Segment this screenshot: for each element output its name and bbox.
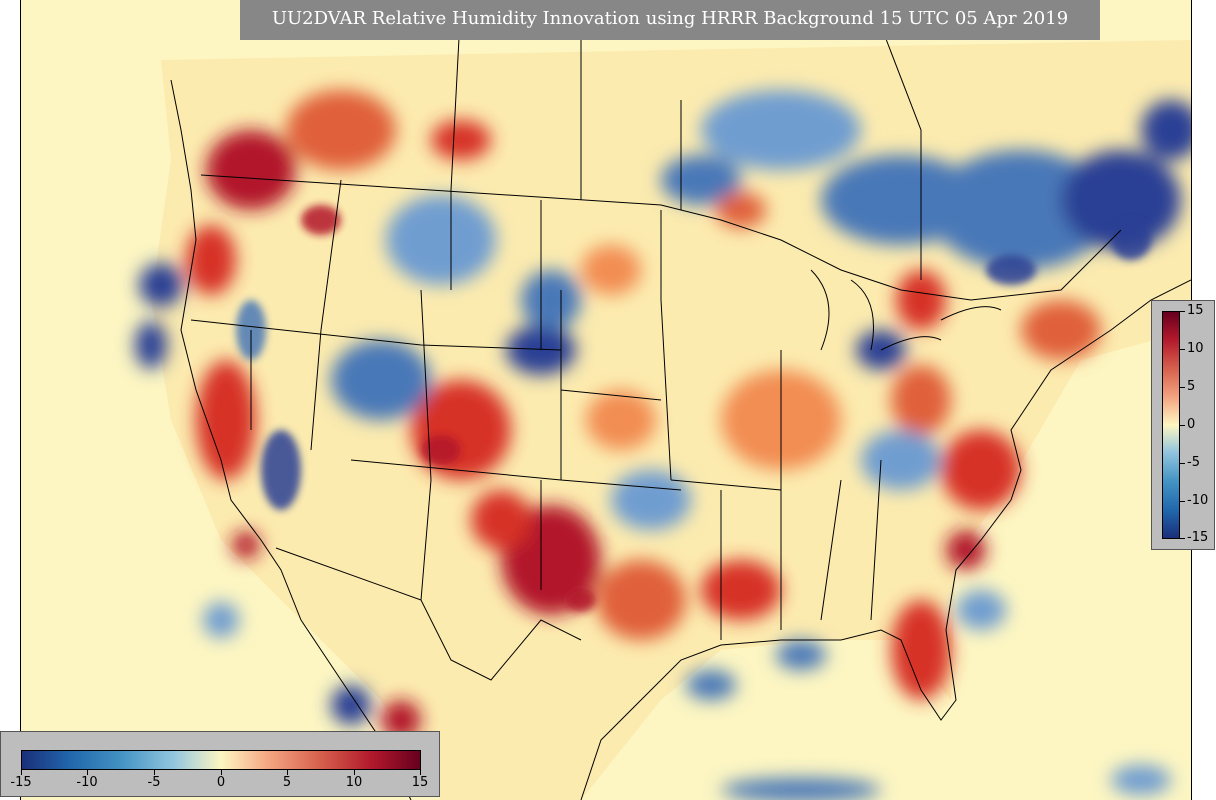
negative-patch: [521, 270, 581, 330]
colorbar-vertical-gradient: [1162, 311, 1180, 539]
negative-patch: [1061, 150, 1181, 250]
positive-patch: [891, 365, 951, 435]
map-title: UU2DVAR Relative Humidity Innovation usi…: [240, 0, 1100, 40]
negative-patch: [721, 778, 881, 800]
positive-patch: [716, 192, 766, 228]
canada-provinces: [450, 0, 922, 280]
negative-patch: [701, 90, 861, 170]
positive-patch: [196, 360, 256, 480]
positive-patch: [941, 430, 1021, 510]
positive-patch: [896, 270, 946, 330]
negative-patch: [776, 640, 826, 670]
east-coast: [1010, 279, 1191, 501]
negative-patch: [203, 602, 239, 638]
negative-patch: [1111, 765, 1171, 795]
colorbar-tick-label: -15: [1187, 530, 1209, 545]
colorbar-tick-label: 10: [1187, 341, 1204, 356]
colorbar-tick-label: 15: [1187, 303, 1204, 318]
innovation-detail: [236, 205, 1151, 612]
negative-patch: [1141, 100, 1191, 160]
positive-patch: [381, 700, 421, 740]
geographic-boundaries: [170, 0, 1191, 800]
negative-patch: [686, 670, 736, 700]
colorbar-tick-label: -10: [1187, 493, 1209, 508]
colorbar-tick-label: 5: [282, 775, 292, 790]
positive-patch: [206, 130, 296, 210]
negative-patch: [331, 685, 371, 725]
positive-patch: [471, 490, 531, 550]
negative-patch: [386, 195, 496, 285]
positive-patch: [286, 90, 396, 170]
us-mexico-border: [275, 547, 582, 681]
positive-patch: [946, 530, 986, 570]
positive-patch: [891, 600, 951, 700]
negative-patch: [931, 150, 1111, 270]
us-canada-border: [200, 174, 1122, 301]
positive-patch: [581, 245, 641, 295]
colorbar-tick-label: -5: [147, 775, 161, 790]
west-coast: [170, 79, 412, 800]
state-line: [190, 179, 882, 640]
colorbar-tick-label: 0: [1187, 417, 1196, 432]
negative-patch: [861, 430, 941, 490]
colorbar-tick-label: 15: [411, 775, 429, 790]
great-lakes: [810, 269, 1002, 351]
negative-patch: [331, 340, 431, 420]
map-panel: [20, 0, 1192, 800]
humidity-innovation-map: [21, 0, 1191, 800]
positive-patch: [232, 531, 260, 559]
positive-patch: [586, 390, 656, 450]
colorbar-horizontal: -15 -10 -5 0 5 10 15: [0, 731, 440, 797]
colorbar-tick-label: -5: [1187, 455, 1200, 470]
negative-patch: [135, 321, 167, 369]
colorbar-vertical: 15 10 5 0 -5 -10 -15: [1151, 300, 1215, 550]
positive-patch: [431, 120, 491, 160]
positive-patch: [186, 225, 236, 295]
negative-patch: [611, 470, 691, 530]
colorbar-horizontal-gradient: [21, 750, 421, 770]
colorbar-tick-label: 10: [345, 775, 363, 790]
colorbar-tick-label: 0: [216, 775, 226, 790]
colorbar-tick-label: 5: [1187, 379, 1196, 394]
innovation-field: [135, 90, 1191, 800]
positive-patch: [596, 560, 686, 640]
gulf-coast: [580, 499, 1012, 800]
colorbar-tick-label: -10: [76, 775, 98, 790]
negative-patch: [139, 263, 183, 307]
positive-patch: [1021, 300, 1101, 360]
negative-patch: [956, 590, 1006, 630]
colorbar-tick-label: -15: [10, 775, 32, 790]
positive-patch: [701, 560, 781, 620]
